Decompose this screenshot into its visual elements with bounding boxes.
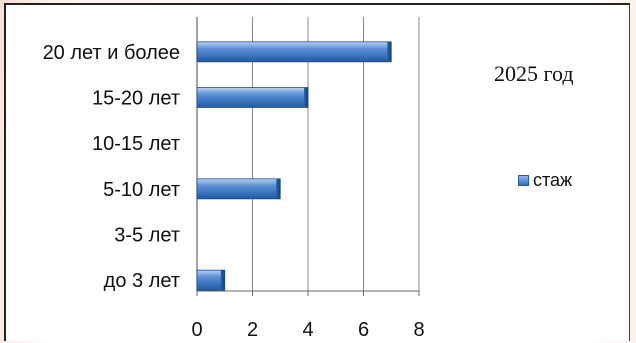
category-label: 15-20 лет	[92, 88, 180, 110]
bar	[196, 178, 281, 200]
bar-end-cap	[387, 41, 392, 62]
category-label: 3-5 лет	[114, 225, 180, 247]
chart-title: 2025 год	[494, 61, 574, 86]
x-tick-label: 6	[358, 319, 369, 341]
category-label: 5-10 лет	[103, 179, 180, 201]
legend-swatch	[518, 175, 529, 186]
gridlines	[196, 17, 420, 296]
bar-end-cap	[304, 87, 308, 108]
x-tick-label: 8	[413, 319, 424, 341]
x-tick-label: 4	[302, 319, 313, 341]
legend: стаж	[518, 170, 572, 191]
category-label: до 3 лет	[104, 270, 180, 292]
legend-label: стаж	[533, 170, 573, 190]
x-tick-label: 2	[247, 319, 258, 341]
category-labels: 20 лет и более 15-20 лет 10-15 лет 5-10 лет…	[43, 42, 180, 292]
x-tick-label: 0	[191, 319, 202, 341]
bar-end-cap	[220, 270, 225, 291]
category-label: 10-15 лет	[92, 133, 180, 155]
category-label: 20 лет и более	[43, 42, 180, 64]
bar-end-cap	[276, 178, 281, 199]
x-tick-labels: 0 2 4 6 8	[191, 319, 424, 341]
bars	[196, 41, 392, 291]
bar	[196, 87, 309, 108]
bar	[196, 269, 226, 291]
bar	[196, 41, 392, 63]
